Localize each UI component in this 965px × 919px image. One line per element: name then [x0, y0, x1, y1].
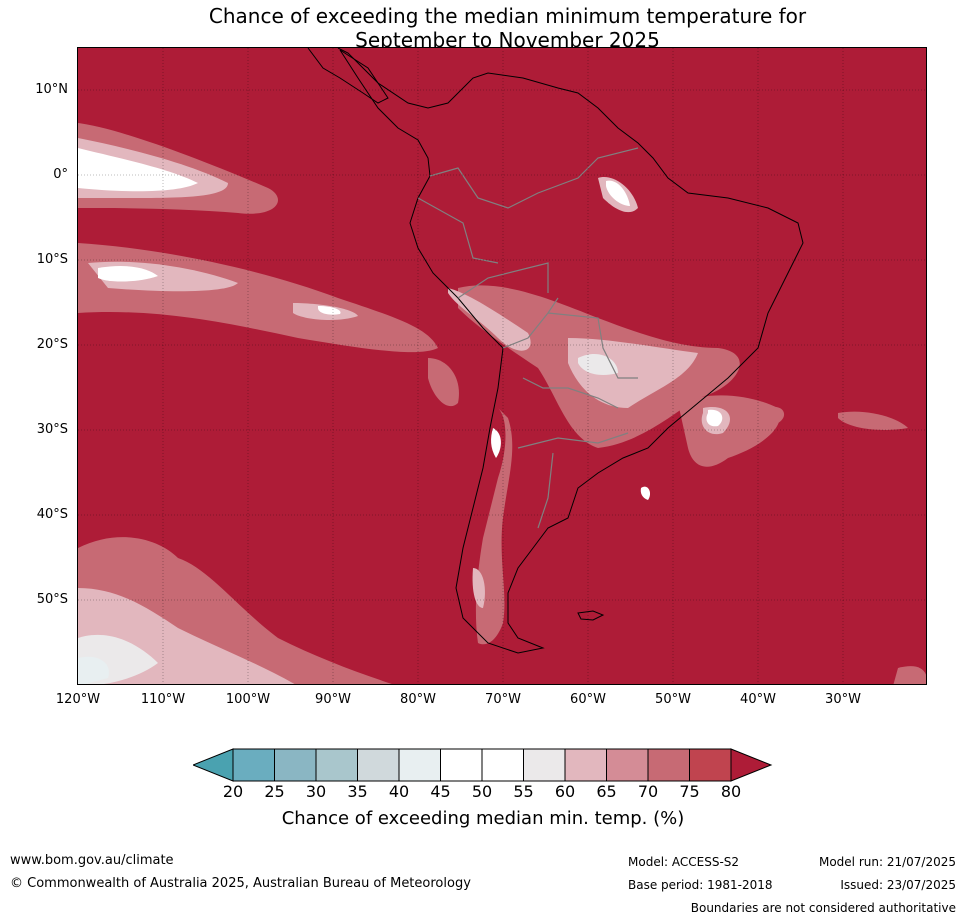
country-borders [417, 147, 639, 529]
colorbar-tick-70: 70 [637, 782, 659, 801]
lon-label-90w: 90°W [315, 692, 351, 707]
lon-label-30w: 30°W [825, 692, 861, 707]
pacific-southern-band [78, 243, 459, 407]
colorbar-swatch-55-60 [523, 749, 565, 781]
base-period-text: Base period: 1981-2018 [628, 878, 773, 892]
colorbar [193, 748, 773, 782]
lat-label-20s: 20°S [36, 337, 68, 352]
amazon-spot [598, 177, 638, 213]
colorbar-swatch-75-80 [689, 749, 731, 781]
model-run-text: Model run: 21/07/2025 [818, 855, 956, 869]
colorbar-label: Chance of exceeding median min. temp. (%… [281, 808, 685, 829]
disclaimer-text: Boundaries are not considered authoritat… [690, 901, 956, 915]
map-svg [78, 48, 926, 684]
colorbar-swatch-65-70 [606, 749, 648, 781]
central-america-coastline [307, 48, 389, 104]
colorbar-tick-75: 75 [679, 782, 700, 801]
colorbar-tick-35: 35 [347, 782, 368, 801]
colorbar-swatch-50-55 [482, 749, 524, 781]
colorbar-tick-40: 40 [388, 782, 410, 801]
pacific-equatorial-region [78, 123, 278, 214]
lon-label-60w: 60°W [570, 692, 606, 707]
map-title-line1: Chance of exceeding the median minimum t… [208, 4, 807, 28]
lon-label-110w: 110°W [140, 692, 186, 707]
colorbar-swatch-35-40 [357, 749, 399, 781]
falkland-islands [577, 610, 605, 621]
lat-label-10s: 10°S [36, 252, 68, 267]
colorbar-frame [232, 748, 732, 782]
website-text: www.bom.gov.au/climate [10, 853, 174, 868]
map-gridlines [78, 48, 926, 684]
copyright-text: © Commonwealth of Australia 2025, Austra… [10, 876, 471, 891]
colorbar-tick-20: 20 [222, 782, 244, 801]
south-america-interior-region [448, 285, 740, 448]
colorbar-tick-30: 30 [305, 782, 327, 801]
lat-label-10n: 10°N [35, 82, 68, 97]
colorbar-swatch-25-30 [274, 749, 316, 781]
model-text: Model: ACCESS-S2 [628, 855, 740, 869]
southeast-brazil-coastal-region [678, 395, 785, 467]
issued-text: Issued: 23/07/2025 [840, 878, 956, 892]
colorbar-swatch-30-35 [316, 749, 358, 781]
colorbar-swatch-45-50 [440, 749, 482, 781]
colorbar-tick-55: 55 [513, 782, 534, 801]
colorbar-tick-80: 80 [720, 782, 742, 801]
lon-label-70w: 70°W [485, 692, 521, 707]
colorbar-swatch-20-25 [233, 749, 275, 781]
colorbar-tick-25: 25 [264, 782, 285, 801]
probability-map [77, 47, 927, 685]
colorbar-tick-45: 45 [430, 782, 451, 801]
map-title: Chance of exceeding the median minimum t… [0, 4, 965, 52]
lat-label-50s: 50°S [36, 592, 68, 607]
colorbar-swatch-40-45 [399, 749, 441, 781]
colorbar-swatch-70-75 [648, 749, 690, 781]
colorbar-tick-50: 50 [471, 782, 493, 801]
lat-label-40s: 40°S [36, 507, 68, 522]
andes-patagonia-region [472, 408, 513, 645]
lon-label-80w: 80°W [400, 692, 436, 707]
lon-label-50w: 50°W [655, 692, 691, 707]
colorbar-low-arrow [193, 748, 234, 782]
colorbar-dividers [274, 749, 690, 781]
southwest-pacific-region [78, 537, 392, 684]
lon-label-120w: 120°W [55, 692, 101, 707]
colorbar-swatch-60-65 [565, 749, 607, 781]
lon-label-40w: 40°W [740, 692, 776, 707]
colorbar-high-arrow [730, 748, 773, 782]
colorbar-tick-60: 60 [554, 782, 576, 801]
lat-label-30s: 30°S [36, 422, 68, 437]
lon-label-100w: 100°W [225, 692, 271, 707]
colorbar-tick-65: 65 [596, 782, 617, 801]
lat-label-0: 0° [53, 167, 68, 182]
south-america-coastline [339, 49, 804, 654]
small-patches [640, 411, 926, 684]
